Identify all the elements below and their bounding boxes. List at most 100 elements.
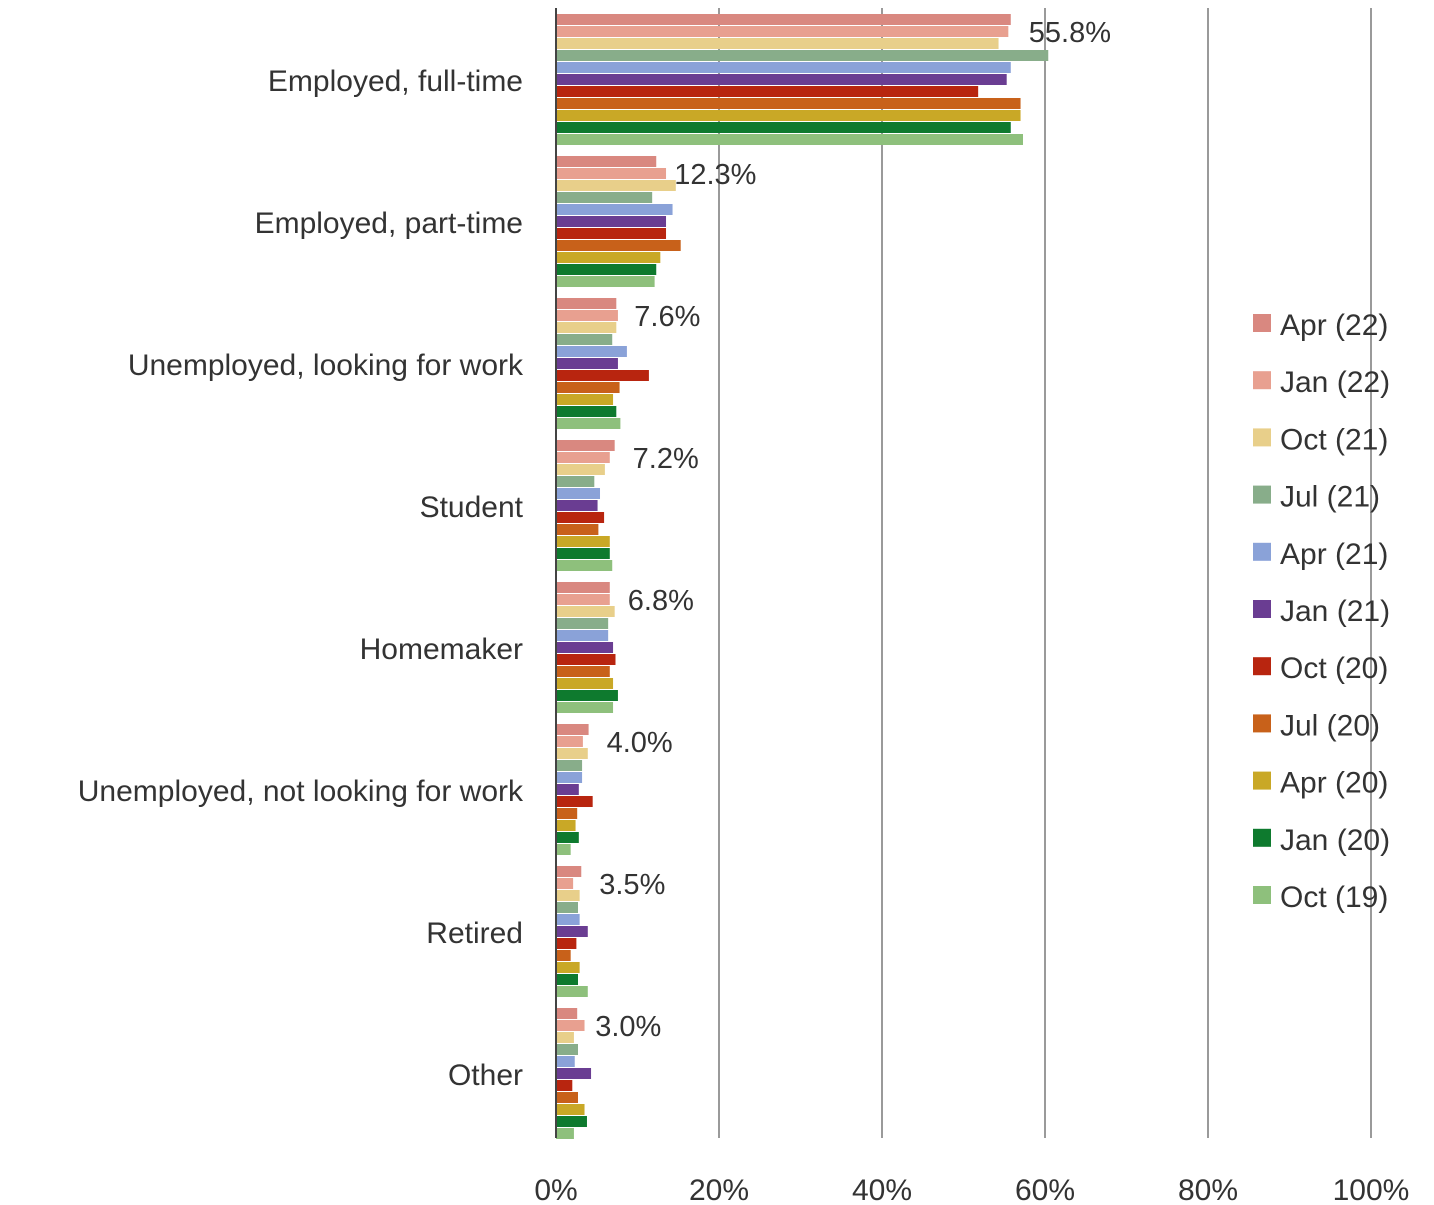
x-tick-label: 60% <box>1015 1174 1075 1205</box>
bar <box>556 1104 585 1115</box>
category-label: Employed, full-time <box>268 65 523 98</box>
bar <box>556 914 580 925</box>
bar <box>556 418 621 429</box>
bar <box>556 702 614 713</box>
bar <box>556 866 582 877</box>
bar <box>556 38 999 49</box>
bar <box>556 736 583 747</box>
bar <box>556 74 1007 85</box>
bar <box>556 1128 574 1139</box>
bar <box>556 322 617 333</box>
bar <box>556 654 616 665</box>
bar <box>556 724 589 735</box>
bar <box>556 666 610 677</box>
legend-label: Oct (21) <box>1280 423 1388 456</box>
bar <box>556 464 605 475</box>
legend-swatch <box>1253 657 1271 676</box>
bar <box>556 406 617 417</box>
bar <box>556 974 579 985</box>
legend-label: Jan (21) <box>1280 595 1390 628</box>
bar <box>556 1020 585 1031</box>
bar <box>556 26 1009 37</box>
bar <box>556 690 618 701</box>
bar <box>556 122 1011 133</box>
data-label: 4.0% <box>607 727 673 759</box>
data-labels: 55.8% 12.3% 7.6% 7.2% 6.8% 4.0% 3.5% 3.0% <box>595 17 1111 1043</box>
data-label: 6.8% <box>628 585 694 617</box>
bar <box>556 500 598 511</box>
bar <box>556 512 605 523</box>
bar <box>556 748 588 759</box>
bar <box>556 678 614 689</box>
category-labels: Employed, full-time Employed, part-time Un… <box>78 65 524 1092</box>
bar <box>556 642 614 653</box>
legend-swatch <box>1253 600 1271 618</box>
category-label: Homemaker <box>360 633 523 666</box>
bar <box>556 98 1021 109</box>
bar <box>556 14 1011 25</box>
legend-swatch <box>1253 886 1271 904</box>
legend-label: Apr (21) <box>1280 538 1388 571</box>
bar <box>556 1056 575 1067</box>
bar <box>556 488 601 499</box>
data-label: 12.3% <box>674 159 756 191</box>
bar <box>556 606 615 617</box>
bar <box>556 50 1049 61</box>
bar <box>556 476 595 487</box>
bar <box>556 950 571 961</box>
x-tick-label: 20% <box>689 1174 749 1205</box>
category-label: Unemployed, looking for work <box>128 349 524 382</box>
category-label: Retired <box>426 917 523 950</box>
legend-label: Apr (22) <box>1280 309 1388 342</box>
bar <box>556 452 610 463</box>
legend-swatch <box>1253 371 1271 390</box>
bar <box>556 832 579 843</box>
grid-lines <box>718 8 1372 1138</box>
bar <box>556 168 667 179</box>
category-label: Student <box>420 491 524 524</box>
legend-label: Jul (21) <box>1280 481 1380 514</box>
legend-swatch <box>1253 542 1271 561</box>
x-tick-labels: 0% 20% 40% 60% 80% 100% <box>534 1174 1409 1205</box>
legend-label: Oct (19) <box>1280 881 1388 914</box>
x-tick-label: 0% <box>534 1174 577 1205</box>
bar <box>556 204 673 215</box>
bar <box>556 346 627 357</box>
bar <box>556 156 657 167</box>
data-label: 7.6% <box>634 301 700 333</box>
bar <box>556 938 577 949</box>
bar <box>556 192 653 203</box>
legend-swatch <box>1253 771 1271 790</box>
legend-label: Jul (20) <box>1280 709 1380 742</box>
data-label: 55.8% <box>1029 17 1111 49</box>
bar <box>556 1092 579 1103</box>
category-label: Other <box>448 1059 523 1092</box>
bar <box>556 1008 578 1019</box>
bar <box>556 582 610 593</box>
category-label: Unemployed, not looking for work <box>78 775 524 808</box>
legend-swatch <box>1253 314 1271 332</box>
bar <box>556 784 579 795</box>
bar <box>556 844 571 855</box>
bar <box>556 796 593 807</box>
bar <box>556 110 1021 121</box>
bar <box>556 902 579 913</box>
bar <box>556 878 574 889</box>
bar <box>556 62 1011 73</box>
bar <box>556 240 681 251</box>
bar <box>556 1116 587 1127</box>
bar <box>556 524 599 535</box>
bar <box>556 86 979 97</box>
bar <box>556 298 617 309</box>
bar <box>556 926 588 937</box>
bar <box>556 276 655 287</box>
bar <box>556 808 578 819</box>
bar <box>556 358 618 369</box>
bar <box>556 536 610 547</box>
bar <box>556 252 661 263</box>
bar <box>556 1080 573 1091</box>
legend-swatch <box>1253 714 1271 733</box>
bar <box>556 134 1023 145</box>
bar <box>556 560 613 571</box>
legend-swatch <box>1253 828 1271 847</box>
